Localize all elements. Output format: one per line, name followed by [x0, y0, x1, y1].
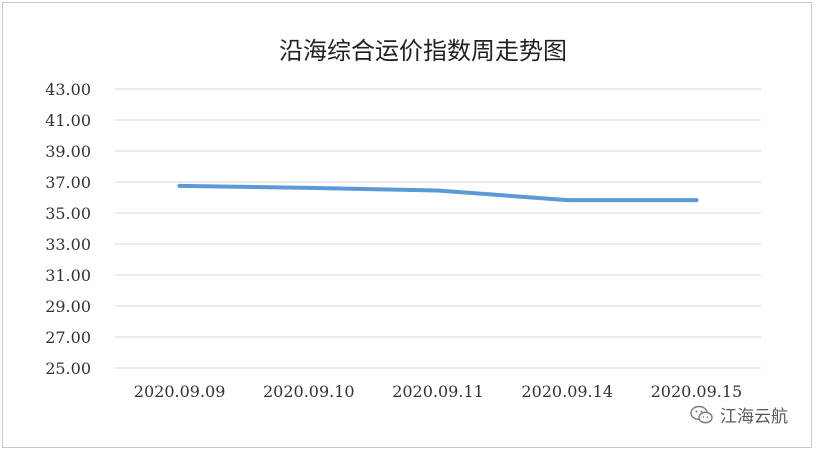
y-tick-label: 41.00 — [45, 111, 91, 130]
x-tick-label: 2020.09.15 — [651, 382, 743, 401]
line-chart: 沿海综合运价指数周走势图 25.00 27.00 29.00 31.00 33.00 35… — [45, 37, 761, 401]
x-tick-label: 2020.09.09 — [134, 382, 226, 401]
series-group — [177, 183, 699, 203]
y-tick-label: 43.00 — [45, 80, 91, 99]
series-line — [177, 183, 699, 203]
data-point — [565, 198, 570, 203]
x-axis-tick-labels: 2020.09.09 2020.09.10 2020.09.11 2020.09.14… — [134, 382, 742, 401]
y-tick-label: 27.00 — [45, 328, 91, 347]
data-point — [306, 185, 311, 190]
y-tick-label: 35.00 — [45, 204, 91, 223]
y-tick-label: 31.00 — [45, 266, 91, 285]
watermark-text: 江海云航 — [720, 407, 788, 427]
y-tick-label: 25.00 — [45, 359, 91, 378]
chart-title: 沿海综合运价指数周走势图 — [279, 37, 567, 65]
x-tick-label: 2020.09.11 — [392, 382, 484, 401]
y-tick-label: 39.00 — [45, 142, 91, 161]
y-tick-label: 37.00 — [45, 173, 91, 192]
y-tick-label: 33.00 — [45, 235, 91, 254]
x-tick-label: 2020.09.10 — [263, 382, 355, 401]
y-tick-label: 29.00 — [45, 297, 91, 316]
data-point — [177, 183, 182, 188]
watermark: 江海云航 — [690, 402, 788, 427]
data-point — [436, 188, 440, 193]
gridlines — [115, 88, 761, 369]
wechat-icon — [690, 405, 713, 423]
y-axis-tick-labels: 25.00 27.00 29.00 31.00 33.00 35.00 37.00 39.00… — [45, 80, 91, 378]
chart-frame: 沿海综合运价指数周走势图 25.00 27.00 29.00 31.00 33.00 35… — [2, 2, 812, 448]
x-tick-label: 2020.09.14 — [521, 382, 613, 401]
data-point — [694, 198, 699, 203]
